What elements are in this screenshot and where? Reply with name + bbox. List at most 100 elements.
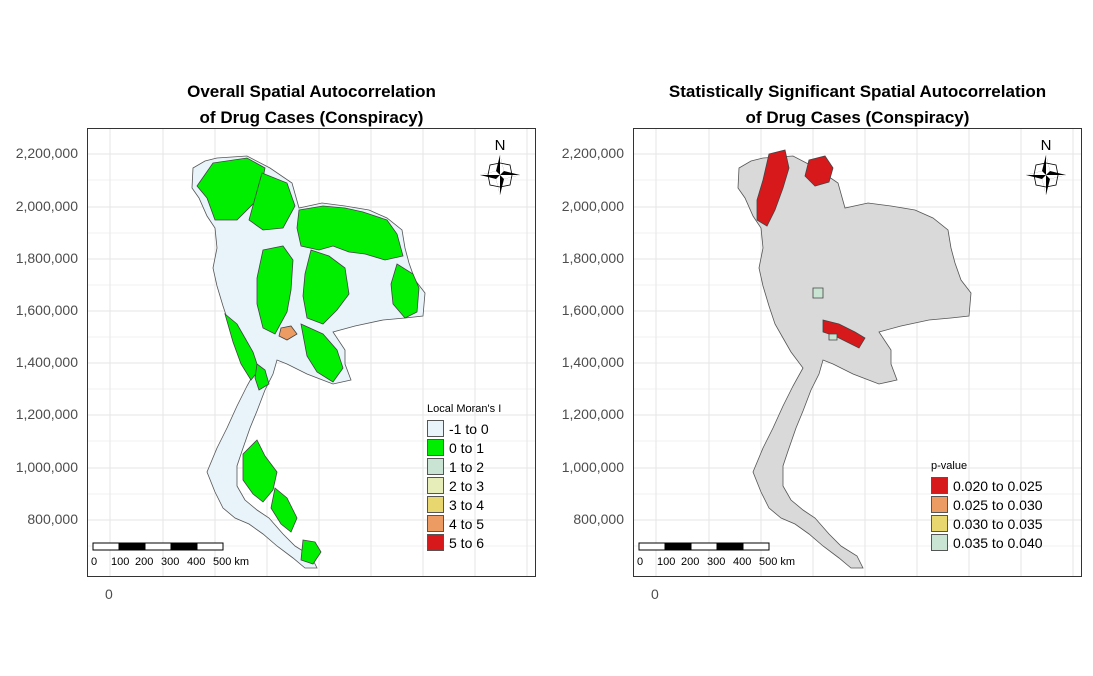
y-tick-label: 1,000,000 bbox=[15, 459, 78, 475]
province-northeast bbox=[296, 205, 404, 261]
legend-items: -1 to 0 0 to 1 1 to 2 2 to 3 3 to 4 4 to… bbox=[427, 419, 501, 552]
scale-label: 400 bbox=[733, 556, 751, 568]
legend-swatch bbox=[931, 515, 948, 532]
provinces-significant bbox=[756, 149, 866, 349]
legend-item: 0.020 to 0.025 bbox=[931, 476, 1043, 495]
legend-label: 0 to 1 bbox=[449, 439, 485, 456]
scale-label: 100 bbox=[657, 556, 675, 568]
province-significant bbox=[756, 149, 790, 227]
map-plot-area: 0 100 200 300 400 500 km N Local Moran's… bbox=[87, 128, 536, 577]
legend-label: 2 to 3 bbox=[449, 477, 485, 494]
map-plot-area: 0 100 200 300 400 500 km N p-value 0.0 bbox=[633, 128, 1082, 577]
scale-bar: 0 100 200 300 400 500 km bbox=[91, 542, 249, 568]
legend-swatch bbox=[931, 496, 948, 513]
legend-item: 3 to 4 bbox=[427, 495, 501, 514]
legend-label: -1 to 0 bbox=[449, 420, 489, 437]
north-label: N bbox=[1041, 137, 1052, 154]
legend-items: 0.020 to 0.025 0.025 to 0.030 0.030 to 0… bbox=[931, 476, 1043, 552]
north-label: N bbox=[495, 137, 506, 154]
title-line-2: of Drug Cases (Conspiracy) bbox=[745, 108, 970, 127]
scale-bar: 0 100 200 300 400 500 km bbox=[637, 542, 795, 568]
legend-swatch bbox=[931, 477, 948, 494]
y-tick-label: 2,200,000 bbox=[15, 145, 78, 161]
province-south bbox=[270, 487, 298, 533]
province-south bbox=[242, 439, 278, 503]
province-significant bbox=[822, 319, 866, 349]
legend-swatch bbox=[427, 534, 444, 551]
scale-label: 300 bbox=[161, 556, 179, 568]
y-tick-label: 1,600,000 bbox=[15, 302, 78, 318]
legend-label: 4 to 5 bbox=[449, 515, 485, 532]
x-tick-label: 0 bbox=[105, 586, 113, 602]
legend-title: Local Moran's I bbox=[427, 403, 502, 415]
y-tick-label: 2,000,000 bbox=[15, 198, 78, 214]
title-line-2: of Drug Cases (Conspiracy) bbox=[199, 108, 424, 127]
map-title: Overall Spatial Autocorrelation of Drug … bbox=[87, 79, 536, 131]
provinces-high-value bbox=[196, 157, 420, 565]
legend-item: 1 to 2 bbox=[427, 457, 501, 476]
scale-label: 0 bbox=[91, 556, 97, 568]
province-north bbox=[248, 172, 296, 231]
north-arrow: N bbox=[1026, 137, 1066, 195]
y-tick-label: 1,800,000 bbox=[561, 250, 624, 266]
legend-label: 5 to 6 bbox=[449, 534, 485, 551]
legend-swatch bbox=[427, 420, 444, 437]
legend-title: p-value bbox=[931, 460, 968, 472]
legend-item: 0.025 to 0.030 bbox=[931, 495, 1043, 514]
legend-item: 0 to 1 bbox=[427, 438, 501, 457]
scale-label: 200 bbox=[681, 556, 699, 568]
scale-label: 500 km bbox=[759, 556, 795, 568]
province-hotspot bbox=[278, 325, 298, 341]
title-line-1: Statistically Significant Spatial Autoco… bbox=[668, 82, 1047, 101]
plot-border bbox=[633, 128, 1082, 577]
y-tick-label: 800,000 bbox=[573, 511, 624, 527]
y-tick-label: 1,400,000 bbox=[15, 354, 78, 370]
scale-label: 200 bbox=[135, 556, 153, 568]
legend-item: 5 to 6 bbox=[427, 533, 501, 552]
legend: Local Moran's I -1 to 0 0 to 1 1 to 2 2 … bbox=[427, 403, 501, 552]
province-central bbox=[256, 245, 294, 335]
legend-label: 0.020 to 0.025 bbox=[953, 477, 1043, 494]
legend-item: 2 to 3 bbox=[427, 476, 501, 495]
map-canvas: 0 100 200 300 400 500 km N bbox=[633, 128, 1082, 577]
y-tick-label: 1,400,000 bbox=[561, 354, 624, 370]
moran-map-panel: Overall Spatial Autocorrelation of Drug … bbox=[0, 0, 546, 676]
scale-label: 0 bbox=[637, 556, 643, 568]
legend: p-value 0.020 to 0.025 0.025 to 0.030 0.… bbox=[931, 460, 1043, 552]
legend-swatch bbox=[427, 458, 444, 475]
y-tick-label: 1,800,000 bbox=[15, 250, 78, 266]
legend-item: 0.030 to 0.035 bbox=[931, 514, 1043, 533]
legend-item: -1 to 0 bbox=[427, 419, 501, 438]
province-significant bbox=[804, 155, 834, 187]
legend-label: 0.025 to 0.030 bbox=[953, 496, 1043, 513]
north-arrow: N bbox=[480, 137, 520, 195]
y-tick-label: 2,000,000 bbox=[561, 198, 624, 214]
scale-label: 500 km bbox=[213, 556, 249, 568]
y-tick-label: 1,600,000 bbox=[561, 302, 624, 318]
province-east bbox=[390, 263, 420, 319]
province-north bbox=[196, 157, 266, 221]
province-northeast bbox=[302, 249, 350, 325]
country-outline bbox=[737, 155, 972, 569]
legend-label: 0.035 to 0.040 bbox=[953, 534, 1043, 551]
legend-item: 4 to 5 bbox=[427, 514, 501, 533]
province-marginal bbox=[828, 333, 838, 341]
pvalue-map-panel: Statistically Significant Spatial Autoco… bbox=[546, 0, 1092, 676]
thailand-country bbox=[737, 155, 972, 569]
provinces-marginal bbox=[812, 287, 838, 341]
legend-item: 0.035 to 0.040 bbox=[931, 533, 1043, 552]
legend-label: 1 to 2 bbox=[449, 458, 485, 475]
province-central-east bbox=[300, 323, 344, 383]
scale-label: 300 bbox=[707, 556, 725, 568]
legend-swatch bbox=[931, 534, 948, 551]
scale-label: 400 bbox=[187, 556, 205, 568]
legend-swatch bbox=[427, 477, 444, 494]
province-peninsula bbox=[254, 363, 270, 391]
y-tick-label: 1,200,000 bbox=[15, 406, 78, 422]
legend-label: 0.030 to 0.035 bbox=[953, 515, 1043, 532]
y-tick-label: 2,200,000 bbox=[561, 145, 624, 161]
plot-border bbox=[87, 128, 536, 577]
title-line-1: Overall Spatial Autocorrelation bbox=[187, 82, 436, 101]
legend-swatch bbox=[427, 515, 444, 532]
x-tick-label: 0 bbox=[651, 586, 659, 602]
